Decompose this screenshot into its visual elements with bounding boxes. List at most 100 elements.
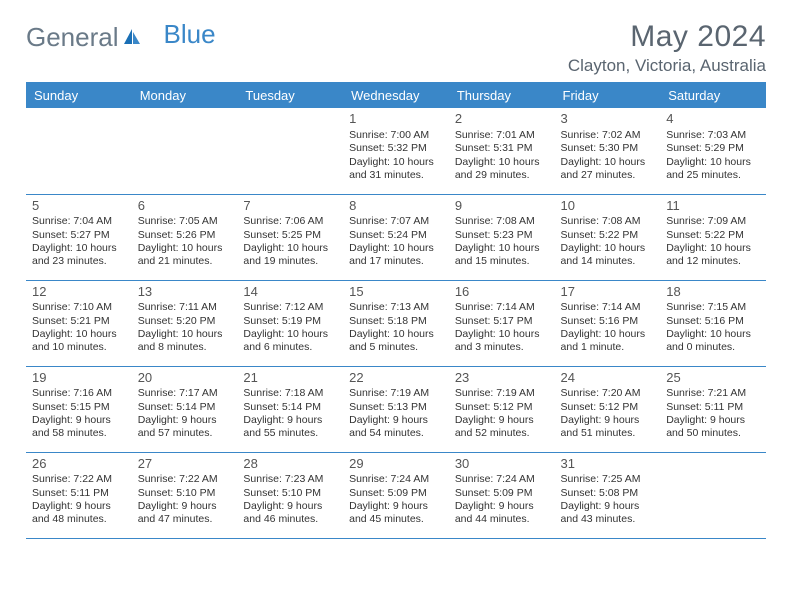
calendar-day-cell: 29Sunrise: 7:24 AMSunset: 5:09 PMDayligh… — [343, 452, 449, 538]
calendar-day-cell: 10Sunrise: 7:08 AMSunset: 5:22 PMDayligh… — [555, 194, 661, 280]
calendar-day-cell: 13Sunrise: 7:11 AMSunset: 5:20 PMDayligh… — [132, 280, 238, 366]
calendar-day-cell: 31Sunrise: 7:25 AMSunset: 5:08 PMDayligh… — [555, 452, 661, 538]
day-info-line: Daylight: 10 hours — [138, 328, 232, 341]
day-info-line: Sunrise: 7:22 AM — [138, 473, 232, 486]
day-info-line: and 31 minutes. — [349, 169, 443, 182]
day-info-line: Sunset: 5:22 PM — [666, 229, 760, 242]
day-info-line: and 14 minutes. — [561, 255, 655, 268]
day-info-line: and 19 minutes. — [243, 255, 337, 268]
calendar-week-row: 19Sunrise: 7:16 AMSunset: 5:15 PMDayligh… — [26, 366, 766, 452]
day-info-line: Sunset: 5:17 PM — [455, 315, 549, 328]
day-info-line: Daylight: 9 hours — [455, 500, 549, 513]
day-info-line: Daylight: 9 hours — [243, 414, 337, 427]
day-number: 17 — [561, 284, 655, 301]
day-info-line: Sunset: 5:32 PM — [349, 142, 443, 155]
calendar-day-cell: 30Sunrise: 7:24 AMSunset: 5:09 PMDayligh… — [449, 452, 555, 538]
day-info-line: Daylight: 10 hours — [243, 328, 337, 341]
calendar-day-cell: 20Sunrise: 7:17 AMSunset: 5:14 PMDayligh… — [132, 366, 238, 452]
weekday-row: SundayMondayTuesdayWednesdayThursdayFrid… — [26, 83, 766, 108]
day-info-line: Sunset: 5:20 PM — [138, 315, 232, 328]
day-info-line: and 50 minutes. — [666, 427, 760, 440]
day-info-line: Sunrise: 7:12 AM — [243, 301, 337, 314]
weekday-header: Sunday — [26, 83, 132, 108]
day-info-line: Sunrise: 7:14 AM — [561, 301, 655, 314]
day-number: 14 — [243, 284, 337, 301]
day-info-line: and 47 minutes. — [138, 513, 232, 526]
day-info-line: Daylight: 10 hours — [561, 242, 655, 255]
day-number: 28 — [243, 456, 337, 473]
day-info-line: Daylight: 9 hours — [138, 414, 232, 427]
day-info-line: Sunrise: 7:20 AM — [561, 387, 655, 400]
day-info-line: Sunset: 5:11 PM — [666, 401, 760, 414]
day-info-line: and 0 minutes. — [666, 341, 760, 354]
day-info-line: Daylight: 10 hours — [666, 328, 760, 341]
day-info-line: Sunrise: 7:19 AM — [455, 387, 549, 400]
calendar-week-row: 26Sunrise: 7:22 AMSunset: 5:11 PMDayligh… — [26, 452, 766, 538]
calendar-table: SundayMondayTuesdayWednesdayThursdayFrid… — [26, 83, 766, 539]
calendar-day-cell: 2Sunrise: 7:01 AMSunset: 5:31 PMDaylight… — [449, 108, 555, 194]
day-number: 11 — [666, 198, 760, 215]
day-info-line: Daylight: 10 hours — [561, 328, 655, 341]
calendar-body: 1Sunrise: 7:00 AMSunset: 5:32 PMDaylight… — [26, 108, 766, 538]
day-info-line: Daylight: 9 hours — [349, 500, 443, 513]
calendar-day-cell: 23Sunrise: 7:19 AMSunset: 5:12 PMDayligh… — [449, 366, 555, 452]
calendar-day-cell: 16Sunrise: 7:14 AMSunset: 5:17 PMDayligh… — [449, 280, 555, 366]
day-info-line: and 54 minutes. — [349, 427, 443, 440]
day-info-line: Daylight: 10 hours — [138, 242, 232, 255]
header: General Blue May 2024 Clayton, Victoria,… — [26, 20, 766, 76]
calendar-week-row: 1Sunrise: 7:00 AMSunset: 5:32 PMDaylight… — [26, 108, 766, 194]
day-info-line: Daylight: 10 hours — [455, 242, 549, 255]
day-info-line: Daylight: 10 hours — [243, 242, 337, 255]
calendar-day-cell: 26Sunrise: 7:22 AMSunset: 5:11 PMDayligh… — [26, 452, 132, 538]
weekday-header: Saturday — [660, 83, 766, 108]
day-info-line: and 27 minutes. — [561, 169, 655, 182]
day-info-line: and 17 minutes. — [349, 255, 443, 268]
day-info-line: Daylight: 9 hours — [561, 414, 655, 427]
day-info-line: and 23 minutes. — [32, 255, 126, 268]
title-block: May 2024 Clayton, Victoria, Australia — [568, 20, 766, 76]
day-info-line: and 15 minutes. — [455, 255, 549, 268]
calendar-day-cell: 3Sunrise: 7:02 AMSunset: 5:30 PMDaylight… — [555, 108, 661, 194]
day-info-line: Sunset: 5:09 PM — [349, 487, 443, 500]
day-number: 10 — [561, 198, 655, 215]
calendar-day-cell: 19Sunrise: 7:16 AMSunset: 5:15 PMDayligh… — [26, 366, 132, 452]
day-info-line: Sunrise: 7:14 AM — [455, 301, 549, 314]
logo: General Blue — [26, 22, 216, 53]
day-info-line: Daylight: 9 hours — [32, 500, 126, 513]
day-info-line: and 12 minutes. — [666, 255, 760, 268]
day-info-line: and 21 minutes. — [138, 255, 232, 268]
day-number: 24 — [561, 370, 655, 387]
day-info-line: Daylight: 10 hours — [349, 328, 443, 341]
day-info-line: Daylight: 10 hours — [666, 156, 760, 169]
calendar-day-cell: 7Sunrise: 7:06 AMSunset: 5:25 PMDaylight… — [237, 194, 343, 280]
day-number: 12 — [32, 284, 126, 301]
calendar-day-cell: 9Sunrise: 7:08 AMSunset: 5:23 PMDaylight… — [449, 194, 555, 280]
day-info-line: Sunrise: 7:03 AM — [666, 129, 760, 142]
day-number: 13 — [138, 284, 232, 301]
calendar-day-cell: 24Sunrise: 7:20 AMSunset: 5:12 PMDayligh… — [555, 366, 661, 452]
calendar-day-cell — [237, 108, 343, 194]
day-number: 4 — [666, 111, 760, 128]
day-info-line: and 5 minutes. — [349, 341, 443, 354]
day-info-line: and 29 minutes. — [455, 169, 549, 182]
calendar-day-cell: 15Sunrise: 7:13 AMSunset: 5:18 PMDayligh… — [343, 280, 449, 366]
day-info-line: Sunrise: 7:08 AM — [455, 215, 549, 228]
day-number: 3 — [561, 111, 655, 128]
day-number: 15 — [349, 284, 443, 301]
day-info-line: Daylight: 10 hours — [455, 328, 549, 341]
day-number: 30 — [455, 456, 549, 473]
day-info-line: Sunrise: 7:00 AM — [349, 129, 443, 142]
day-info-line: Daylight: 10 hours — [32, 242, 126, 255]
day-number: 2 — [455, 111, 549, 128]
day-number: 29 — [349, 456, 443, 473]
weekday-header: Wednesday — [343, 83, 449, 108]
day-number: 6 — [138, 198, 232, 215]
day-info-line: Sunrise: 7:10 AM — [32, 301, 126, 314]
calendar-day-cell — [660, 452, 766, 538]
day-info-line: Sunset: 5:11 PM — [32, 487, 126, 500]
day-info-line: Sunset: 5:09 PM — [455, 487, 549, 500]
calendar-day-cell: 6Sunrise: 7:05 AMSunset: 5:26 PMDaylight… — [132, 194, 238, 280]
day-info-line: Daylight: 10 hours — [666, 242, 760, 255]
day-info-line: Daylight: 9 hours — [32, 414, 126, 427]
day-info-line: Sunrise: 7:24 AM — [349, 473, 443, 486]
